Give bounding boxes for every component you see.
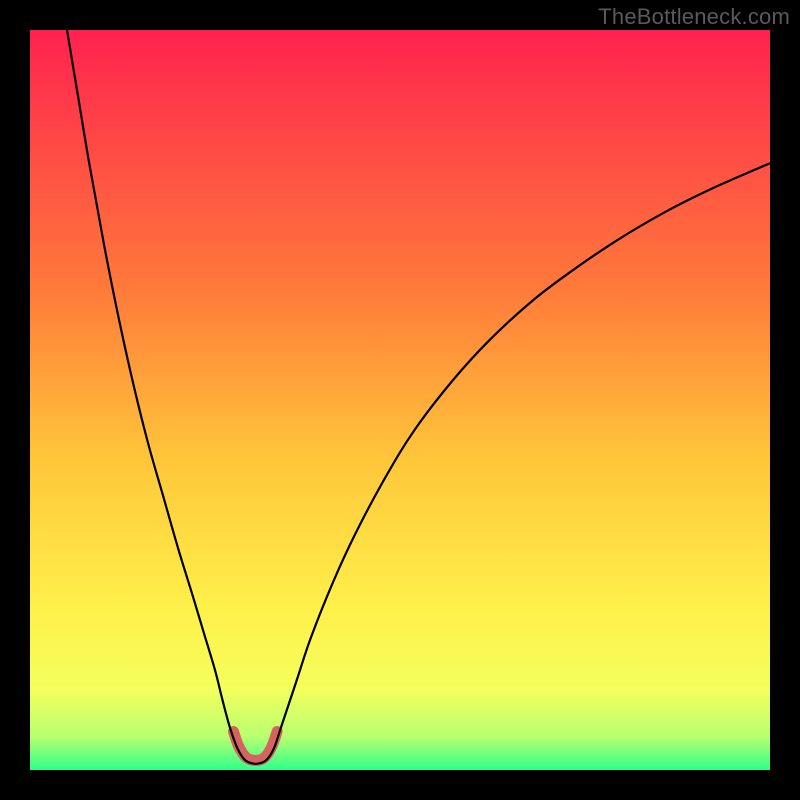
bottleneck-curve [67,30,770,764]
watermark-text: TheBottleneck.com [598,4,790,30]
plot-svg [30,30,770,770]
plot-area [30,30,770,770]
